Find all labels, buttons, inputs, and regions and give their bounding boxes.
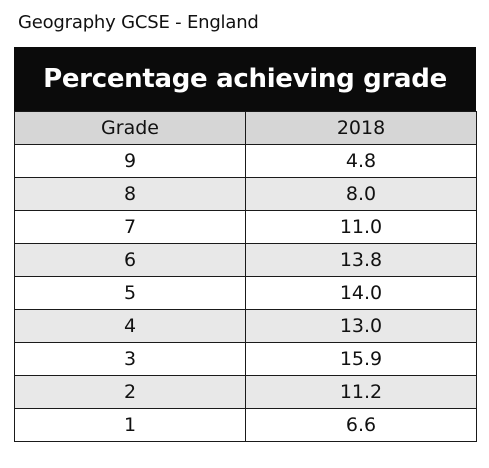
percentage-cell: 8.0 (245, 177, 477, 211)
header-year: 2018 (245, 111, 477, 145)
grade-cell: 9 (14, 144, 246, 178)
percentage-cell: 15.9 (245, 342, 477, 376)
table-row: 8 8.0 (14, 177, 477, 211)
table-row: 3 15.9 (14, 342, 477, 376)
grade-cell: 6 (14, 243, 246, 277)
table-caption: Geography GCSE - England (18, 12, 259, 33)
header-row: Grade 2018 (14, 111, 477, 145)
grade-cell: 2 (14, 375, 246, 409)
percentage-cell: 14.0 (245, 276, 477, 310)
table-title: Percentage achieving grade (14, 47, 476, 111)
table-row: 7 11.0 (14, 210, 477, 244)
percentage-cell: 6.6 (245, 408, 477, 442)
percentage-cell: 11.0 (245, 210, 477, 244)
grade-cell: 5 (14, 276, 246, 310)
grade-table: Grade 2018 9 4.8 8 8.0 7 11.0 6 13.8 5 14.0 4 13.0 3… (14, 111, 477, 442)
grade-cell: 7 (14, 210, 246, 244)
grade-cell: 8 (14, 177, 246, 211)
percentage-cell: 4.8 (245, 144, 477, 178)
table-row: 2 11.2 (14, 375, 477, 409)
table-row: 6 13.8 (14, 243, 477, 277)
table-body: 9 4.8 8 8.0 7 11.0 6 13.8 5 14.0 4 13.0 3 15.9 2 11.2 1 6… (14, 144, 477, 442)
table-row: 4 13.0 (14, 309, 477, 343)
percentage-cell: 13.8 (245, 243, 477, 277)
table-row: 1 6.6 (14, 408, 477, 442)
percentage-cell: 11.2 (245, 375, 477, 409)
table-row: 5 14.0 (14, 276, 477, 310)
table-row: 9 4.8 (14, 144, 477, 178)
grade-cell: 1 (14, 408, 246, 442)
header-grade: Grade (14, 111, 246, 145)
percentage-cell: 13.0 (245, 309, 477, 343)
grade-cell: 3 (14, 342, 246, 376)
grade-cell: 4 (14, 309, 246, 343)
